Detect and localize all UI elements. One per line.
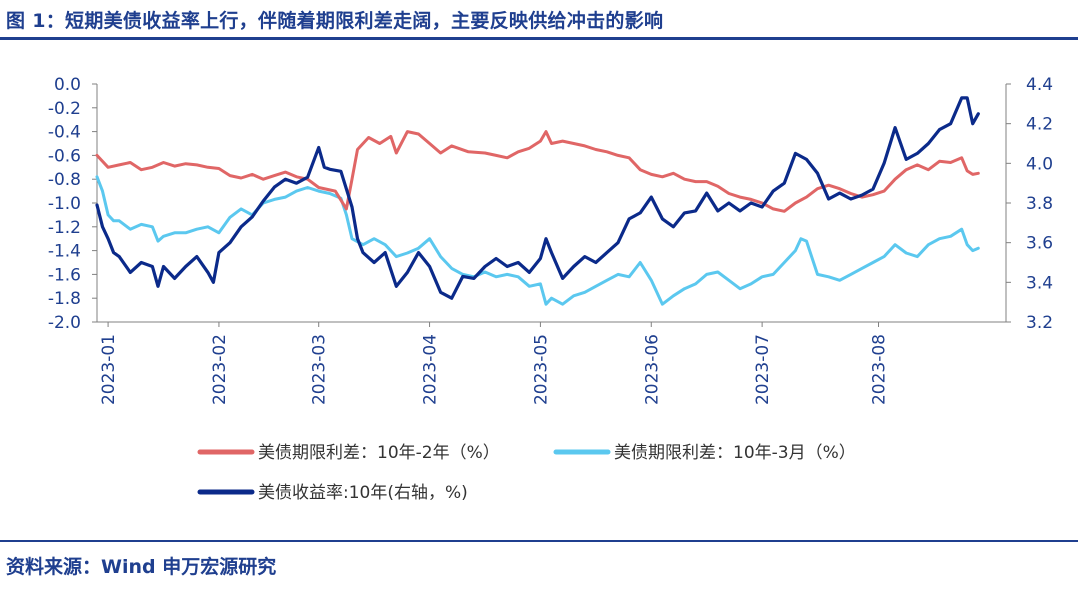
series-line-2 bbox=[95, 96, 980, 300]
left-tick-label: -0.4 bbox=[48, 123, 81, 143]
legend-label-2: 美债收益率:10年(右轴，%) bbox=[258, 483, 468, 503]
right-tick-label: 4.2 bbox=[1026, 115, 1053, 135]
left-tick-label: -1.6 bbox=[48, 265, 81, 285]
left-tick-label: -1.2 bbox=[48, 218, 81, 238]
source-note: 资料来源：Wind 申万宏源研究 bbox=[6, 556, 277, 578]
right-tick-label: 3.2 bbox=[1026, 313, 1053, 333]
left-tick-label: 0.0 bbox=[54, 75, 81, 95]
x-tick-label: 2023-05 bbox=[531, 334, 551, 405]
left-tick-label: -2.0 bbox=[48, 313, 81, 333]
left-tick-label: -1.4 bbox=[48, 242, 81, 262]
chart: 0.0 -0.2 -0.4 -0.6 -0.8 -1.0 -1.2 -1.4 -1.6 -1.8 -… bbox=[48, 75, 1053, 503]
x-tick-label: 2023-06 bbox=[642, 334, 662, 405]
right-tick-label: 3.4 bbox=[1026, 273, 1053, 293]
x-tick-label: 2023-07 bbox=[753, 334, 773, 405]
right-tick-label: 4.4 bbox=[1026, 75, 1053, 95]
left-tick-label: -0.6 bbox=[48, 146, 81, 166]
legend-label-1: 美债期限利差：10年-3月（%） bbox=[614, 443, 856, 463]
source-rule bbox=[0, 540, 1078, 542]
right-tick-label: 3.6 bbox=[1026, 234, 1053, 254]
left-tick-label: -1.0 bbox=[48, 194, 81, 214]
x-tick-label: 2023-03 bbox=[310, 334, 330, 405]
right-tick-label: 3.8 bbox=[1026, 194, 1053, 214]
figure-title: 图 1：短期美债收益率上行，伴随着期限利差走阔，主要反映供给冲击的影响 bbox=[6, 10, 664, 32]
legend-label-0: 美债期限利差：10年-2年（%） bbox=[258, 443, 500, 463]
x-tick-label: 2023-02 bbox=[210, 334, 230, 405]
left-tick-label: -0.2 bbox=[48, 99, 81, 119]
x-tick-label: 2023-01 bbox=[99, 334, 119, 405]
left-tick-label: -0.8 bbox=[48, 170, 81, 190]
series-line-0 bbox=[95, 130, 980, 213]
series-line-1 bbox=[95, 175, 980, 306]
x-tick-label: 2023-08 bbox=[870, 334, 890, 405]
left-tick-label: -1.8 bbox=[48, 289, 81, 309]
right-tick-label: 4.0 bbox=[1026, 154, 1053, 174]
title-underline bbox=[0, 37, 1078, 40]
x-tick-label: 2023-04 bbox=[421, 334, 441, 405]
